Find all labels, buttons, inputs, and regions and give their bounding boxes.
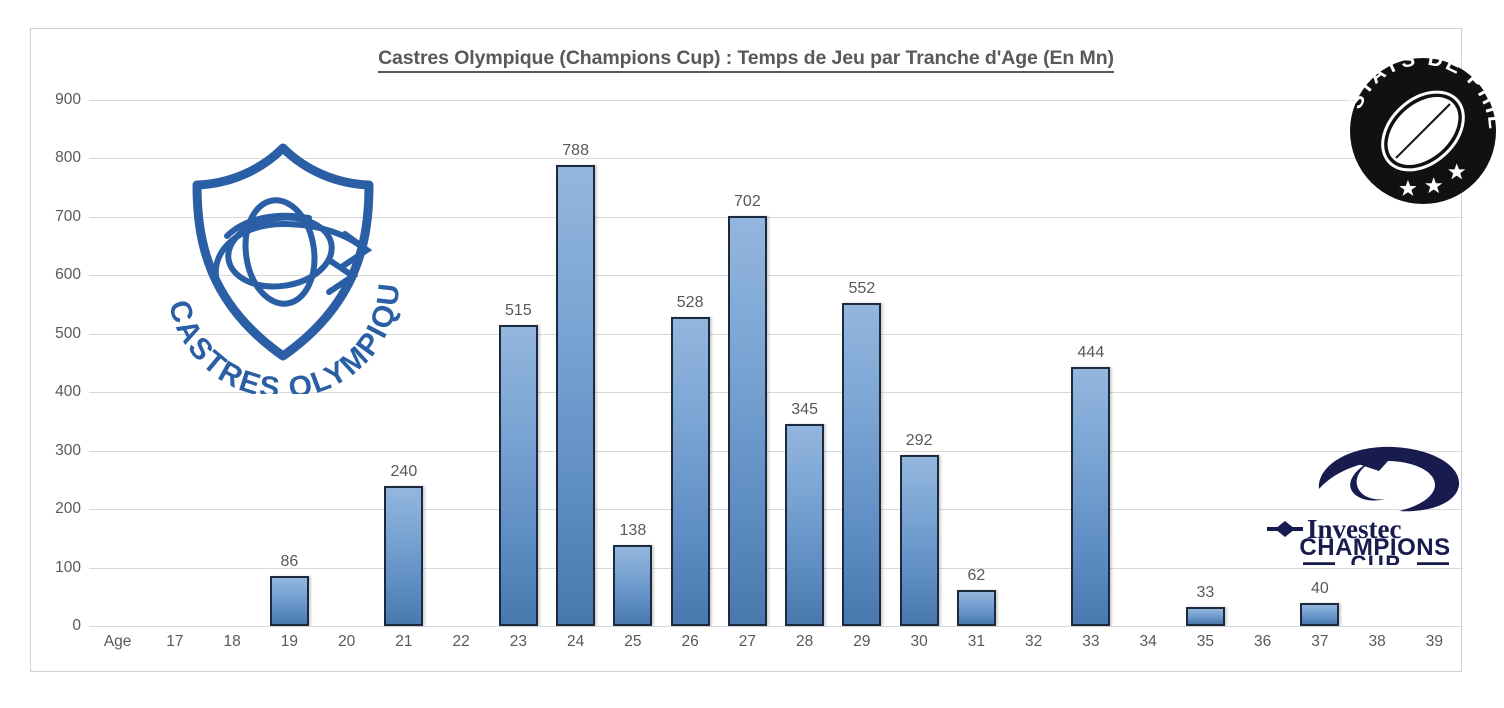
gridline	[89, 275, 1463, 277]
bar-value-label: 33	[1196, 583, 1215, 601]
bar[interactable]	[899, 455, 939, 626]
x-axis-tick-label: 36	[1254, 633, 1272, 650]
x-axis-tick-label: 17	[166, 633, 184, 650]
x-axis-tick-label: 21	[395, 633, 413, 650]
x-axis-ticks: Age 17 18 19 20 21 22 23 24 25 26 27 28 29 30 31 32 33 34 3…	[89, 633, 1463, 663]
x-axis-tick-label: 32	[1025, 633, 1043, 650]
gridline	[89, 158, 1463, 160]
bar-slot: 33	[1177, 100, 1234, 626]
bar-value-label: 345	[791, 401, 818, 419]
y-axis-tick-label: 0	[72, 617, 81, 634]
chart-frame: Castres Olympique (Champions Cup) : Temp…	[30, 28, 1504, 672]
y-axis-tick-label: 200	[55, 500, 81, 518]
stats-de-phil-logo: STATS DE PHIL	[1344, 47, 1504, 206]
bar[interactable]	[1071, 366, 1111, 626]
bars-layer: 86 240 515 788 138 528 702 345 552 292 62 444 33 40	[89, 100, 1463, 626]
x-axis-tick-label: 38	[1368, 633, 1386, 650]
y-axis-tick-label: 600	[55, 266, 81, 284]
x-axis-tick-label: 25	[624, 633, 642, 650]
gridline	[89, 216, 1463, 218]
x-axis-tick-label: 28	[796, 633, 814, 650]
bar-value-label: 515	[505, 302, 532, 320]
y-axis-tick-label: 300	[55, 441, 81, 459]
bar-slot: 702	[719, 100, 776, 626]
bar-slot: 552	[833, 100, 890, 626]
bar[interactable]	[842, 303, 882, 626]
bar-slot: 138	[604, 100, 661, 626]
bar-slot: 292	[891, 100, 948, 626]
bar[interactable]	[727, 215, 767, 626]
gridline	[89, 509, 1463, 511]
bar-value-label: 138	[619, 522, 647, 540]
chart-title-text: Castres Olympique (Champions Cup) : Temp…	[378, 47, 1114, 73]
bar[interactable]	[556, 165, 596, 626]
gridline	[89, 567, 1463, 569]
x-axis-tick-label: 19	[280, 633, 298, 650]
bar-value-label: 528	[676, 294, 704, 312]
x-axis-tick-label: 18	[223, 633, 241, 650]
bar[interactable]	[269, 575, 309, 626]
investec-wordmark: Investec	[1307, 514, 1401, 544]
bar-value-label: 40	[1310, 579, 1329, 597]
star-icon	[1399, 163, 1466, 196]
bar-slot: 444	[1062, 100, 1119, 626]
x-axis-tick-label: 26	[681, 633, 699, 650]
x-axis-tick-label: 31	[967, 633, 985, 650]
y-axis-tick-label: 900	[55, 91, 81, 108]
chart-title: Castres Olympique (Champions Cup) : Temp…	[31, 47, 1461, 73]
bar[interactable]	[1185, 606, 1225, 626]
bar-slot: 62	[948, 100, 1005, 626]
bar[interactable]	[384, 485, 424, 626]
bar[interactable]	[785, 424, 825, 626]
x-axis-tick-label: 22	[452, 633, 470, 650]
x-axis-tick-label: 34	[1139, 633, 1157, 650]
gridline	[89, 450, 1463, 452]
bar-slot: 240	[375, 100, 432, 626]
x-axis-tick-label: 37	[1311, 633, 1329, 650]
x-axis-tick-label: 23	[509, 633, 527, 650]
bar[interactable]	[498, 325, 538, 626]
x-axis-tick-label: 33	[1082, 633, 1100, 650]
champions-wordmark: CHAMPIONS	[1299, 534, 1450, 561]
plot-area: 900 800 700 600 500 400 300 200 100 0 86 240 515 788…	[55, 91, 1463, 634]
bar-value-label: 702	[734, 192, 761, 210]
x-axis-tick-label: Age	[103, 633, 132, 650]
bar-slot: 528	[662, 100, 719, 626]
gridline	[89, 626, 1463, 627]
bar-slot: 345	[776, 100, 833, 626]
x-axis-tick-label: 39	[1425, 633, 1443, 650]
y-axis-tick-label: 400	[55, 383, 81, 401]
bar-value-label: 444	[1077, 343, 1105, 361]
bar-value-label: 292	[905, 432, 933, 450]
bar-value-label: 62	[967, 566, 986, 584]
x-axis-tick-label: 35	[1196, 633, 1214, 650]
bar[interactable]	[670, 317, 710, 626]
x-axis-tick-label: 29	[853, 633, 871, 650]
bar-slot: 515	[490, 100, 547, 626]
gridline	[89, 392, 1463, 394]
y-axis-tick-label: 100	[55, 558, 81, 576]
x-axis-tick-label: 27	[738, 633, 756, 650]
x-axis-tick-label: 20	[338, 633, 356, 650]
gridline	[89, 100, 1463, 101]
bar[interactable]	[956, 589, 996, 626]
y-axis-tick-label: 500	[55, 324, 81, 342]
bar[interactable]	[613, 545, 653, 626]
investec-diamond-icon	[1267, 521, 1303, 537]
bar-value-label: 552	[848, 280, 876, 298]
gridline	[89, 333, 1463, 335]
cup-wordmark: CUP	[1351, 551, 1402, 565]
y-axis-tick-label: 800	[55, 149, 81, 167]
bar-slot: 40	[1291, 100, 1348, 626]
investec-champions-cup-logo: Investec CHAMPIONS CUP	[1259, 437, 1493, 576]
y-axis-tick-label: 700	[55, 207, 81, 225]
bar-slot: 788	[547, 100, 604, 626]
bar[interactable]	[1300, 602, 1340, 626]
bar-value-label: 86	[280, 552, 299, 570]
bar-value-label: 240	[390, 462, 418, 480]
bar-value-label: 788	[562, 142, 589, 160]
bar-slot: 86	[261, 100, 318, 626]
x-axis-tick-label: 24	[567, 633, 585, 650]
x-axis-tick-label: 30	[910, 633, 928, 650]
